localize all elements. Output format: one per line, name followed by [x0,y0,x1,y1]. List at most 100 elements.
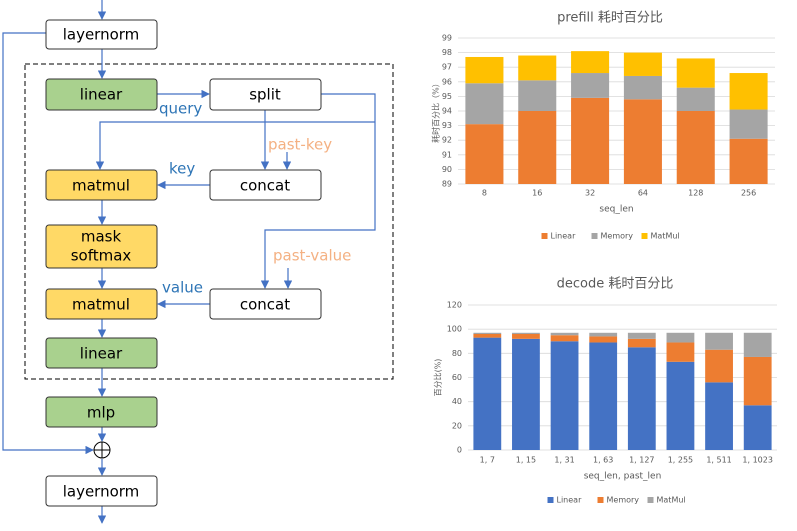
x-tick-label: 32 [585,189,595,198]
x-tick-label: 128 [688,189,703,198]
bar [465,124,504,184]
bar [512,338,540,450]
x-axis-label: seq_len, past_len [584,472,662,482]
x-tick-label: 1, 7 [480,456,495,465]
bar [627,347,656,450]
bar [571,51,610,74]
bar [550,332,579,336]
bar [473,334,502,338]
arrow [260,93,376,289]
legend-swatch [647,497,654,503]
bar [729,73,768,110]
x-axis-label: seq_len [599,205,633,215]
legend-swatch [597,497,604,503]
node-label: linear [80,86,123,104]
bar [473,332,502,334]
bar [465,56,504,84]
y-tick-label: 120 [447,301,462,310]
legend-label: MatMul [651,232,680,241]
y-tick-label: 94 [442,107,452,116]
y-tick-label: 90 [442,165,452,174]
y-tick-label: 100 [447,325,462,334]
node [45,224,158,269]
legend-swatch [591,233,598,239]
y-tick-label: 92 [442,136,452,145]
x-tick-label: 256 [741,189,756,198]
y-tick-label: 80 [452,349,462,358]
x-tick-label: 1, 63 [593,456,613,465]
y-tick-label: 98 [442,48,452,57]
attention-block [24,63,394,380]
node [209,288,322,320]
legend-label: Linear [557,496,583,505]
legend-swatch [541,233,548,239]
y-tick-label: 40 [452,397,462,406]
node [45,396,158,428]
x-tick-label: 8 [482,189,487,198]
node-label: matmul [72,296,130,314]
node-label: concat [240,296,290,314]
bar [743,405,772,450]
bar [666,332,695,343]
node [209,169,322,201]
node [209,78,322,111]
bar [705,332,733,350]
chart-title: decode 耗时百分比 [557,277,674,292]
y-tick-label: 93 [442,121,452,130]
legend-swatch [547,497,554,503]
bar [623,52,662,76]
legend-swatch [641,233,648,239]
bar [512,332,540,334]
bar [550,335,579,342]
node-label: layernorm [63,483,140,501]
bar [705,382,733,450]
node [45,288,158,320]
charts: prefill 耗时百分比 89 90 91 92 93 94 95 96 97 98 99 耗时百分比… [431,11,777,505]
legend-label: Memory [601,232,634,241]
diagram: layernorm linear split matmul concat mas… [2,0,394,524]
bar [512,334,540,339]
residual-arrow [2,32,94,455]
x-tick-label: 64 [638,189,648,198]
bar [518,111,557,184]
bar [666,342,695,362]
y-tick-label: 95 [442,92,452,101]
y-axis-label: 耗时百分比（%） [431,79,441,143]
x-tick-label: 1, 1023 [742,456,773,465]
bar [623,99,662,184]
node-label: split [249,86,281,104]
bar [676,111,715,184]
bar [571,73,610,98]
y-tick-label: 91 [442,150,452,159]
legend-label: MatMul [657,496,686,505]
node [45,337,158,369]
y-axis-label: 百分比(%) [433,359,443,397]
bar [627,332,656,339]
add-sign [94,442,110,458]
bar [589,342,618,450]
bar [473,337,502,450]
node [45,19,158,50]
node-label: softmax [71,247,132,265]
y-tick-label: 20 [452,421,462,430]
node-label: concat [240,177,290,195]
node-label: mlp [87,404,115,422]
node-label: mask [81,228,122,246]
bar [550,341,579,450]
x-tick-label: 16 [532,189,542,198]
bar [518,80,557,111]
edge-label: query [159,100,202,118]
node-label: layernorm [63,26,140,44]
chart-title: prefill 耗时百分比 [557,11,663,26]
edge-label: past-key [268,136,332,154]
bar [623,75,662,100]
bar [743,332,772,357]
bar [518,55,557,81]
node-label: matmul [72,177,130,195]
bar [743,356,772,406]
node [45,78,158,111]
bar [589,332,618,337]
y-tick-label: 89 [442,180,452,189]
bar [666,361,695,450]
y-tick-label: 99 [442,34,452,43]
